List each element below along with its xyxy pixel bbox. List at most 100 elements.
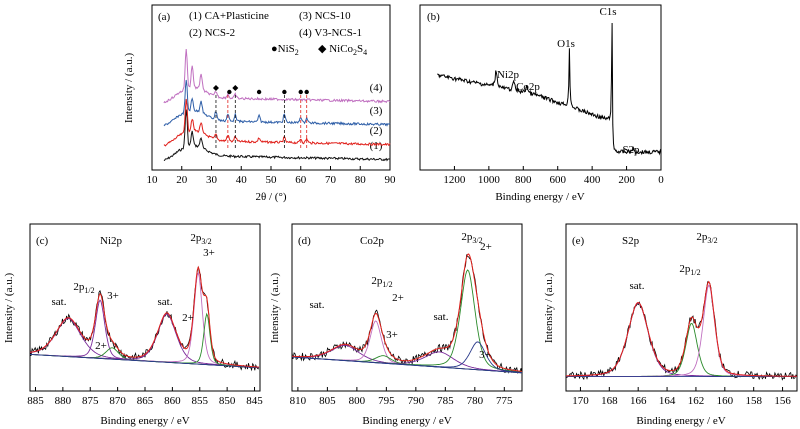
panel-a-series-4-label: (4) xyxy=(370,82,383,94)
panel-e-x-tick-label-0: 170 xyxy=(572,395,589,407)
panel-d-peak-label-1: 2p3/2 xyxy=(461,231,482,245)
panel-a-legend-nico2s4-name: ◆ NiCo xyxy=(318,43,354,55)
panel-e-x-tick-label-1: 168 xyxy=(601,395,618,407)
panel-d-fit-envelope xyxy=(292,253,523,372)
panel-c: 885 880 875 870 865 860 855 850 8452p1/22p3/2sat… xyxy=(3,223,263,427)
panel-b-annotation-0: C1s xyxy=(599,6,616,18)
panel-a-series-2-label: (2) xyxy=(370,125,383,137)
panel-a-legend-nis2-name: ●NiS xyxy=(271,43,295,55)
panel-d-peak-label-1-sub: 3/2 xyxy=(472,236,482,245)
panel-c-x-tick-label-5: 860 xyxy=(164,395,181,407)
panel-d-x-tick-label-1: 805 xyxy=(319,395,336,407)
panel-b-annotation-3: Co2p xyxy=(516,81,540,93)
panel-a-legend-nis2: ●NiS2 xyxy=(271,43,299,57)
panel-c-annotation-2: sat. xyxy=(158,296,173,308)
panel-d-annotation-4: 2+ xyxy=(480,241,492,253)
panel-c-annotation-5: 2+ xyxy=(182,312,194,324)
panel-c-fit-envelope xyxy=(29,265,260,368)
panel-b-spectrum xyxy=(437,22,662,156)
panel-a-legend-nico2s4-sub: 2 xyxy=(353,48,357,57)
panel-d-annotation-2: 3+ xyxy=(386,329,398,341)
panel-d-label: (d) xyxy=(298,235,311,247)
panel-c-fit-component-5 xyxy=(29,312,259,369)
panel-d-y-label: Intensity / (a.u.) xyxy=(269,273,281,344)
panel-d-annotation-1: 2+ xyxy=(392,292,404,304)
panel-e-x-label: Binding energy / eV xyxy=(636,415,725,427)
panel-a-nico2s4-marker-1 xyxy=(232,85,239,91)
panel-b-x-tick-label-4: 400 xyxy=(584,174,601,186)
panel-a-nis2-marker-1 xyxy=(256,89,262,95)
panel-c-fit-component-3 xyxy=(29,313,260,368)
panel-b-x-tick-label-3: 600 xyxy=(549,174,566,186)
panel-c-annotation-4: 3+ xyxy=(203,247,215,259)
panel-c-annotation-0: sat. xyxy=(52,296,67,308)
panel-b: (b) 1200 1000 800 600 400 200 0 C1s O1s Ni2pCo2p… xyxy=(419,4,664,203)
panel-c-background xyxy=(29,353,260,369)
panel-e-x-tick-label-3: 164 xyxy=(659,395,676,407)
panel-e-label: (e) xyxy=(572,235,585,247)
panel-d-x-tick-label-0: 810 xyxy=(290,395,307,407)
panel-c-x-tick-label-4: 865 xyxy=(137,395,154,407)
panel-a-x-ticks: 10 20 30 40 50 60 70 80 90 xyxy=(147,166,396,186)
panel-c-peak-label-0: 2p1/2 xyxy=(73,281,94,295)
panel-e-x-tick-label-2: 166 xyxy=(630,395,647,407)
panel-c-peak-label-1-main: 2p xyxy=(190,232,202,244)
panel-a-nis2-marker-3 xyxy=(298,89,303,95)
panel-a-legend-2: (2) NCS-2 xyxy=(189,27,235,39)
panel-e-peak-label-0-sub: 1/2 xyxy=(690,268,700,277)
panel-b-x-tick-label-6: 0 xyxy=(658,174,664,186)
panel-a: (a) (1) CA+Plasticine (3) NCS-10 (2) NCS-2… xyxy=(123,4,396,203)
panel-c-x-tick-label-0: 885 xyxy=(27,395,44,407)
panel-c-peak-label-1-sub: 3/2 xyxy=(201,237,211,246)
panel-e-y-label: Intensity / (a.u.) xyxy=(543,273,555,344)
panel-c-x-tick-label-2: 875 xyxy=(82,395,99,407)
panel-a-x-tick-label-2: 30 xyxy=(206,174,218,186)
panel-d-x-tick-label-6: 780 xyxy=(467,395,484,407)
panel-c-label: (c) xyxy=(36,235,49,247)
panel-b-x-tick-label-5: 200 xyxy=(618,174,635,186)
panel-a-x-tick-label-4: 50 xyxy=(266,174,278,186)
panel-c-spectrum: 885 880 875 870 865 860 855 850 8452p1/22p3/2sat… xyxy=(27,232,263,407)
panel-e-peak-label-1-sub: 3/2 xyxy=(707,236,717,245)
panel-b-x-ticks: 1200 1000 800 600 400 200 0 xyxy=(443,166,664,186)
panel-a-x-tick-label-0: 10 xyxy=(147,174,159,186)
panel-c-fit-component-1 xyxy=(29,299,260,369)
panel-d-annotation-3: sat. xyxy=(434,311,449,323)
panel-c-x-label: Binding energy / eV xyxy=(100,415,189,427)
panel-c-x-tick-label-3: 870 xyxy=(109,395,126,407)
panel-d-x-tick-label-3: 795 xyxy=(378,395,395,407)
panel-e-raw-data xyxy=(565,281,798,381)
panel-b-x-tick-label-0: 1200 xyxy=(443,174,466,186)
panel-b-annotation-1: O1s xyxy=(557,38,575,50)
panel-c-y-label: Intensity / (a.u.) xyxy=(3,273,15,344)
panel-a-legend-3: (3) NCS-10 xyxy=(299,10,351,22)
panel-e-peak-label-1: 2p3/2 xyxy=(696,231,717,245)
panel-e-x-tick-label-4: 162 xyxy=(688,395,705,407)
panel-a-series-3-line xyxy=(163,79,391,127)
panel-d-spectrum: 810 805 800 795 790 785 780 7752p1/22p3/2sat.2+… xyxy=(290,231,523,407)
panel-c-fit-component-0 xyxy=(29,318,259,369)
panel-a-label: (a) xyxy=(158,11,171,23)
panel-b-annotation-4: S2p xyxy=(622,144,640,156)
panel-e-x-tick-label-5: 160 xyxy=(717,395,734,407)
panel-b-label: (b) xyxy=(427,11,440,23)
panel-e-peak-label-0: 2p1/2 xyxy=(679,263,700,277)
panel-d-frame xyxy=(291,223,523,392)
panel-d-element: Co2p xyxy=(360,235,384,247)
panel-e-fit-component-0 xyxy=(566,302,797,377)
panel-c-x-tick-label-8: 845 xyxy=(246,395,263,407)
panel-c-peak-label-0-sub: 1/2 xyxy=(84,286,94,295)
panel-c-x-tick-label-1: 880 xyxy=(55,395,72,407)
panel-a-x-tick-label-7: 80 xyxy=(355,174,367,186)
panel-a-legend-1: (1) CA+Plasticine xyxy=(189,10,269,22)
panel-c-x-tick-label-7: 850 xyxy=(219,395,236,407)
panel-a-x-label: 2θ / (°) xyxy=(255,191,286,203)
panel-a-series: (1) (2) (3) (4) xyxy=(163,48,391,162)
panel-d-x-tick-label-2: 800 xyxy=(349,395,366,407)
panel-c-x-tick-label-6: 855 xyxy=(192,395,209,407)
panel-d-x-label: Binding energy / eV xyxy=(362,415,451,427)
panel-c-peak-label-1: 2p3/2 xyxy=(190,232,211,246)
